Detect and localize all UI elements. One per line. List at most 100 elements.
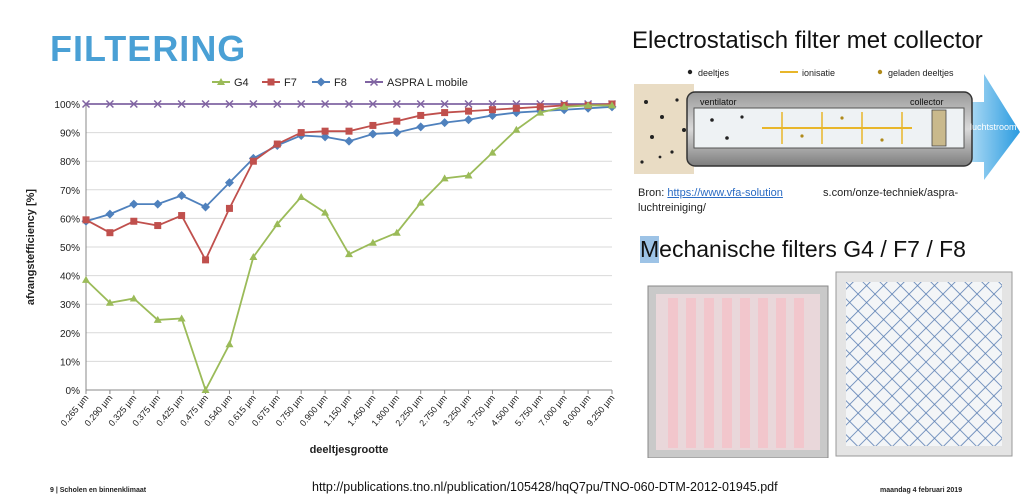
data-point-f7: [417, 111, 425, 119]
y-axis-title: afvangstefficiency [%]: [25, 189, 37, 305]
data-point-aspra-l-mobile: [321, 99, 330, 109]
mechanical-title-first-letter: M: [640, 236, 660, 263]
data-point-aspra-l-mobile: [368, 99, 377, 109]
x-axis-title: deeltjesgrootte: [310, 444, 389, 456]
legend-ionisation: ionisatie: [802, 68, 835, 78]
y-tick-label: 30%: [60, 300, 80, 311]
legend-particles: deeltjes: [698, 68, 730, 78]
data-point-g4: [201, 386, 210, 393]
data-point-f7: [178, 212, 186, 220]
y-tick-label: 50%: [60, 243, 80, 254]
data-point-g4: [512, 125, 521, 133]
collector-plate: [931, 109, 947, 147]
data-point-g4: [416, 198, 425, 206]
legend-swatch-marker: [217, 78, 225, 85]
data-point-f7: [297, 129, 305, 137]
series-line-f8: [85, 105, 613, 223]
mechanical-title-rest: echanische filters G4 / F7 / F8: [659, 236, 966, 262]
source-link[interactable]: https://www.vfa-solution: [667, 187, 783, 199]
footer-left: 9 | Scholen en binnenklimaat: [50, 487, 147, 494]
data-point-aspra-l-mobile: [153, 99, 162, 109]
chart-svg: 0%10%20%30%40%50%60%70%80%90%100%0.265 µ…: [25, 77, 617, 456]
data-point-f8: [177, 191, 187, 201]
filter-photos: [646, 268, 1016, 459]
data-point-g4: [368, 238, 377, 246]
data-point-f7: [536, 103, 544, 111]
efficiency-chart: 0% 10% 20% 30% 40% 50% 60% 70% 80% 90% 100% 0.265 µ…: [0, 60, 630, 460]
source-link-line2: luchtreiniging/: [638, 202, 706, 214]
data-point-g4: [584, 101, 593, 109]
data-point-f7: [130, 217, 138, 225]
data-point-f7: [393, 117, 401, 125]
data-point-aspra-l-mobile: [297, 99, 306, 109]
data-point-g4: [321, 208, 330, 216]
data-point-f7: [512, 104, 520, 112]
data-point-f7: [202, 256, 210, 264]
data-point-aspra-l-mobile: [344, 99, 354, 109]
data-point-g4: [560, 102, 569, 110]
bag-filter-photo: [647, 285, 829, 459]
data-point-f8: [153, 199, 163, 209]
data-point-aspra-l-mobile: [105, 99, 114, 109]
data-point-aspra-l-mobile: [177, 99, 186, 109]
legend-label: G4: [234, 77, 249, 89]
data-point-f7: [321, 127, 329, 135]
data-point-f8: [416, 122, 426, 132]
data-point-g4: [153, 315, 162, 323]
data-point-aspra-l-mobile: [416, 99, 425, 109]
data-point-g4: [177, 314, 186, 322]
footer-date: maandag 4 februari 2019: [880, 487, 963, 494]
data-point-g4: [249, 253, 258, 261]
airflow-arrow: [962, 74, 1020, 180]
data-point-g4: [82, 275, 90, 283]
source-link-rest: s.com/onze-techniek/aspra-: [823, 187, 959, 199]
source-text: Bron: https://www.vfa-solution s.com/onz…: [638, 186, 1018, 216]
electrostatic-diagram: deeltjes ionisatie geladen deeltjes vent…: [632, 62, 1022, 182]
data-point-f8: [129, 199, 139, 209]
legend-label: ASPRA L mobile: [387, 77, 468, 89]
data-point-aspra-l-mobile: [249, 99, 258, 109]
slide-title: FILTERING: [50, 28, 247, 69]
series-line-f7: [85, 103, 613, 262]
data-point-f7: [273, 140, 281, 148]
data-point-g4: [440, 174, 449, 182]
data-point-f7: [465, 107, 473, 115]
label-airflow: luchtstroom: [970, 122, 1017, 132]
data-point-f8: [464, 115, 474, 125]
data-point-aspra-l-mobile: [225, 99, 234, 109]
legend-charged-particles: geladen deeltjes: [888, 68, 954, 78]
legend-swatch-marker: [267, 78, 275, 86]
panel-filter-photo: [835, 271, 1013, 457]
data-point-g4: [225, 340, 234, 348]
data-point-f8: [224, 178, 234, 188]
footer-url[interactable]: http://publications.tno.nl/publication/1…: [312, 480, 778, 494]
y-tick-label: 60%: [60, 214, 80, 225]
data-point-f7: [249, 157, 257, 165]
y-tick-label: 70%: [60, 186, 80, 197]
electrostatic-title: Electrostatisch filter met collector: [632, 27, 983, 54]
data-point-f7: [488, 106, 496, 114]
mechanical-title: Mechanische filters G4 / F7 / F8: [640, 236, 966, 263]
y-tick-label: 20%: [60, 329, 80, 340]
data-point-g4: [536, 108, 545, 116]
data-point-f8: [368, 129, 378, 139]
source-prefix: Bron:: [638, 187, 665, 199]
data-point-f7: [441, 109, 449, 117]
data-point-g4: [129, 294, 138, 302]
y-tick-label: 90%: [60, 129, 80, 140]
data-point-aspra-l-mobile: [273, 99, 282, 109]
data-point-g4: [392, 228, 401, 236]
data-point-g4: [345, 250, 353, 258]
y-tick-label: 0%: [66, 386, 81, 397]
series-line-g4: [85, 104, 612, 393]
legend-swatch-marker: [316, 77, 326, 87]
y-tick-label: 100%: [54, 100, 80, 111]
label-fan: ventilator: [700, 97, 737, 107]
legend-swatch-marker: [369, 77, 379, 87]
data-point-g4: [488, 148, 497, 156]
data-point-f8: [344, 136, 354, 146]
data-point-f8: [440, 118, 450, 128]
data-point-aspra-l-mobile: [464, 99, 473, 109]
y-tick-label: 40%: [60, 272, 80, 283]
data-point-g4: [105, 298, 114, 306]
